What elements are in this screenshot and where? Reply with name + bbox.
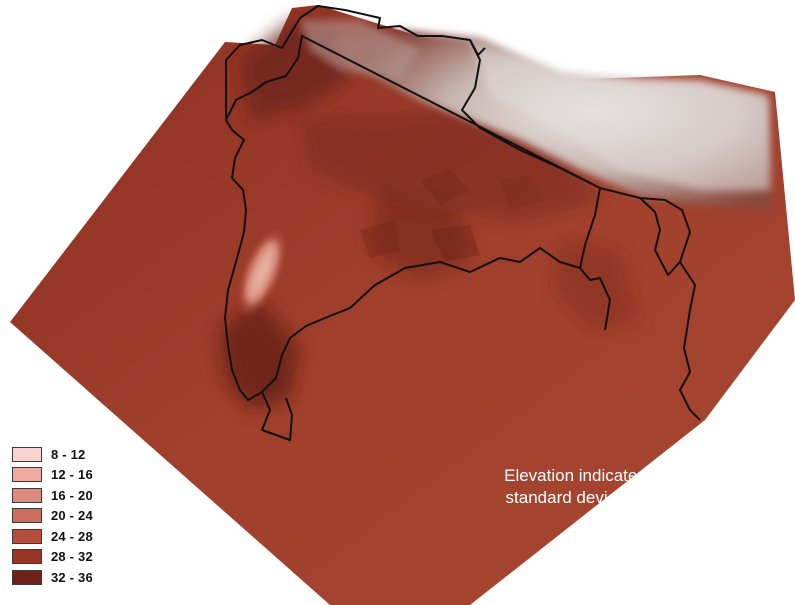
legend-label: 12 - 16: [51, 467, 93, 483]
legend-label: 32 - 36: [51, 569, 93, 585]
terrain-facets: [360, 170, 545, 262]
legend-swatch: [12, 487, 42, 503]
legend-item: 32 - 36: [12, 567, 172, 588]
legend-label: 16 - 20: [51, 487, 93, 503]
legend-label: 20 - 24: [51, 508, 93, 524]
legend-item: 28 - 32: [12, 547, 172, 568]
annotation-line-1: Elevation indicates: [504, 466, 646, 485]
legend-item: 16 - 20: [12, 485, 172, 506]
legend-item: 24 - 28: [12, 526, 172, 547]
elevation-annotation: Elevation indicates standard deviation: [470, 465, 680, 509]
legend-swatch: [12, 508, 42, 524]
legend-item: 20 - 24: [12, 506, 172, 527]
legend-swatch: [12, 467, 42, 483]
legend-swatch: [12, 549, 42, 565]
legend-item: 12 - 16: [12, 465, 172, 486]
legend-label: 8 - 12: [51, 446, 86, 462]
country-borders: [224, 5, 701, 441]
legend-swatch: [12, 569, 42, 585]
legend-item: 8 - 12: [12, 444, 172, 465]
legend-swatch: [12, 528, 42, 544]
legend-swatch: [12, 446, 42, 462]
legend-label: 24 - 28: [51, 528, 93, 544]
legend: 8 - 12 12 - 16 16 - 20 20 - 24 24 - 28 2…: [12, 444, 172, 588]
annotation-line-2: standard deviation: [505, 488, 645, 507]
legend-label: 28 - 32: [51, 549, 93, 565]
